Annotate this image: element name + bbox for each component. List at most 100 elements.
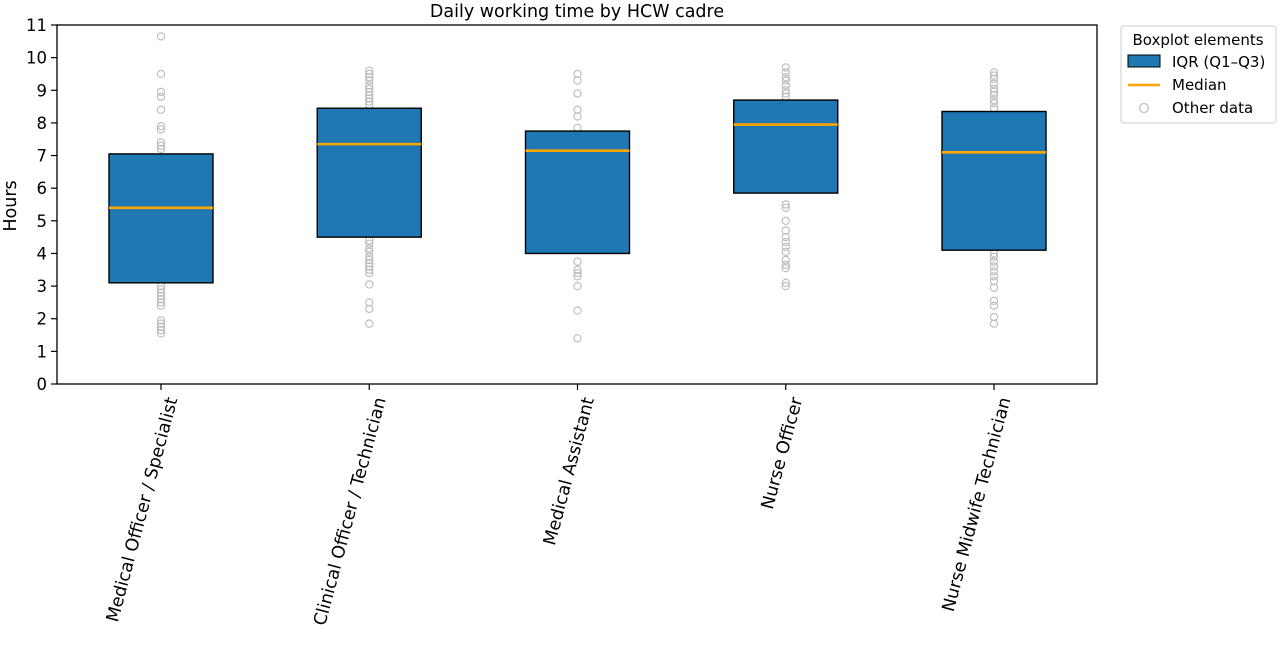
data-point bbox=[156, 285, 166, 294]
data-point bbox=[989, 262, 999, 271]
data-point bbox=[781, 260, 790, 270]
y-tick-label: 0 bbox=[37, 375, 48, 394]
y-axis-label: Hours bbox=[1, 180, 21, 231]
data-point bbox=[989, 71, 999, 80]
data-point bbox=[989, 87, 999, 97]
data-point bbox=[365, 252, 374, 261]
data-point bbox=[781, 278, 790, 288]
iqr-box bbox=[733, 99, 839, 194]
iqr-box bbox=[941, 110, 1047, 251]
data-point bbox=[573, 281, 582, 291]
data-point bbox=[781, 73, 790, 82]
data-point bbox=[989, 283, 999, 292]
iqr-box bbox=[108, 153, 214, 284]
data-point bbox=[365, 262, 374, 271]
data-point bbox=[781, 237, 790, 247]
data-point bbox=[365, 304, 374, 314]
data-point bbox=[573, 306, 582, 315]
data-point bbox=[156, 105, 166, 115]
data-point bbox=[365, 97, 374, 106]
data-point bbox=[989, 276, 999, 286]
data-point bbox=[365, 239, 374, 248]
iqr-box bbox=[316, 107, 422, 238]
data-point bbox=[365, 76, 374, 85]
y-tick-label: 8 bbox=[37, 114, 48, 133]
data-point bbox=[365, 66, 374, 75]
data-point bbox=[781, 203, 790, 212]
data-points bbox=[156, 32, 999, 343]
y-tick-label: 4 bbox=[37, 244, 48, 263]
y-tick-label: 7 bbox=[37, 147, 48, 166]
data-point bbox=[156, 325, 166, 335]
data-point bbox=[781, 200, 790, 209]
y-tick-label: 1 bbox=[37, 342, 48, 361]
data-point bbox=[573, 69, 582, 79]
data-point bbox=[156, 316, 166, 325]
data-point bbox=[156, 301, 166, 310]
data-point bbox=[365, 247, 374, 257]
data-point bbox=[156, 291, 166, 301]
y-tick-label: 2 bbox=[37, 310, 48, 329]
data-point bbox=[365, 255, 374, 265]
data-point bbox=[573, 265, 582, 274]
y-axis: 0 1 2 3 4 5 6 7 8 9 10 11 bbox=[26, 16, 57, 394]
data-point bbox=[573, 334, 582, 343]
data-point bbox=[156, 288, 166, 297]
x-tick-label: Nurse Officer bbox=[758, 394, 807, 511]
data-point bbox=[365, 244, 374, 253]
data-point bbox=[365, 268, 374, 278]
y-tick-label: 3 bbox=[37, 277, 48, 296]
data-point bbox=[781, 216, 790, 226]
data-point bbox=[365, 319, 374, 328]
x-tick-label: Nurse Midwife Technician bbox=[939, 395, 1016, 614]
data-point bbox=[156, 329, 166, 338]
data-point bbox=[781, 242, 790, 252]
data-point bbox=[989, 84, 999, 93]
data-point bbox=[781, 232, 790, 242]
data-point bbox=[781, 68, 790, 77]
data-point bbox=[989, 74, 999, 84]
data-point bbox=[989, 301, 999, 310]
plot-frame bbox=[56, 24, 1098, 385]
data-point bbox=[573, 123, 582, 133]
data-point bbox=[781, 255, 790, 265]
data-point bbox=[989, 90, 999, 100]
data-point bbox=[156, 319, 166, 328]
data-point bbox=[156, 298, 166, 307]
data-point bbox=[156, 144, 166, 154]
data-point bbox=[781, 86, 790, 95]
data-point bbox=[781, 89, 790, 98]
data-point bbox=[989, 252, 999, 261]
data-point bbox=[573, 112, 582, 121]
y-tick-label: 10 bbox=[26, 49, 47, 68]
data-point bbox=[156, 92, 166, 102]
data-point bbox=[365, 87, 374, 97]
data-point bbox=[573, 105, 582, 115]
x-axis: Medical Officer / Specialist Clinical Off… bbox=[103, 384, 1015, 628]
data-point bbox=[989, 95, 999, 105]
data-point bbox=[781, 76, 790, 85]
legend-iqr-label: IQR (Q1–Q3) bbox=[1172, 53, 1265, 71]
data-point bbox=[781, 81, 790, 90]
data-point bbox=[365, 81, 374, 90]
legend-frame bbox=[1120, 25, 1277, 124]
data-point bbox=[573, 76, 582, 85]
y-tick-label: 9 bbox=[37, 81, 48, 100]
x-tick-label: Medical Officer / Specialist bbox=[103, 395, 182, 624]
chart-title: Daily working time by HCW cadre bbox=[430, 2, 724, 22]
legend-median-label: Median bbox=[1172, 76, 1227, 94]
data-point bbox=[156, 32, 166, 41]
legend-other-data-label: Other data bbox=[1172, 99, 1253, 117]
data-point bbox=[365, 73, 374, 82]
data-point bbox=[989, 257, 999, 266]
data-point bbox=[156, 141, 166, 150]
data-point bbox=[573, 257, 582, 266]
data-point bbox=[156, 87, 166, 97]
data-point bbox=[989, 319, 999, 328]
data-point bbox=[365, 298, 374, 307]
data-point bbox=[989, 68, 999, 77]
data-point bbox=[989, 272, 999, 281]
data-point bbox=[156, 125, 166, 134]
data-point bbox=[365, 69, 374, 79]
